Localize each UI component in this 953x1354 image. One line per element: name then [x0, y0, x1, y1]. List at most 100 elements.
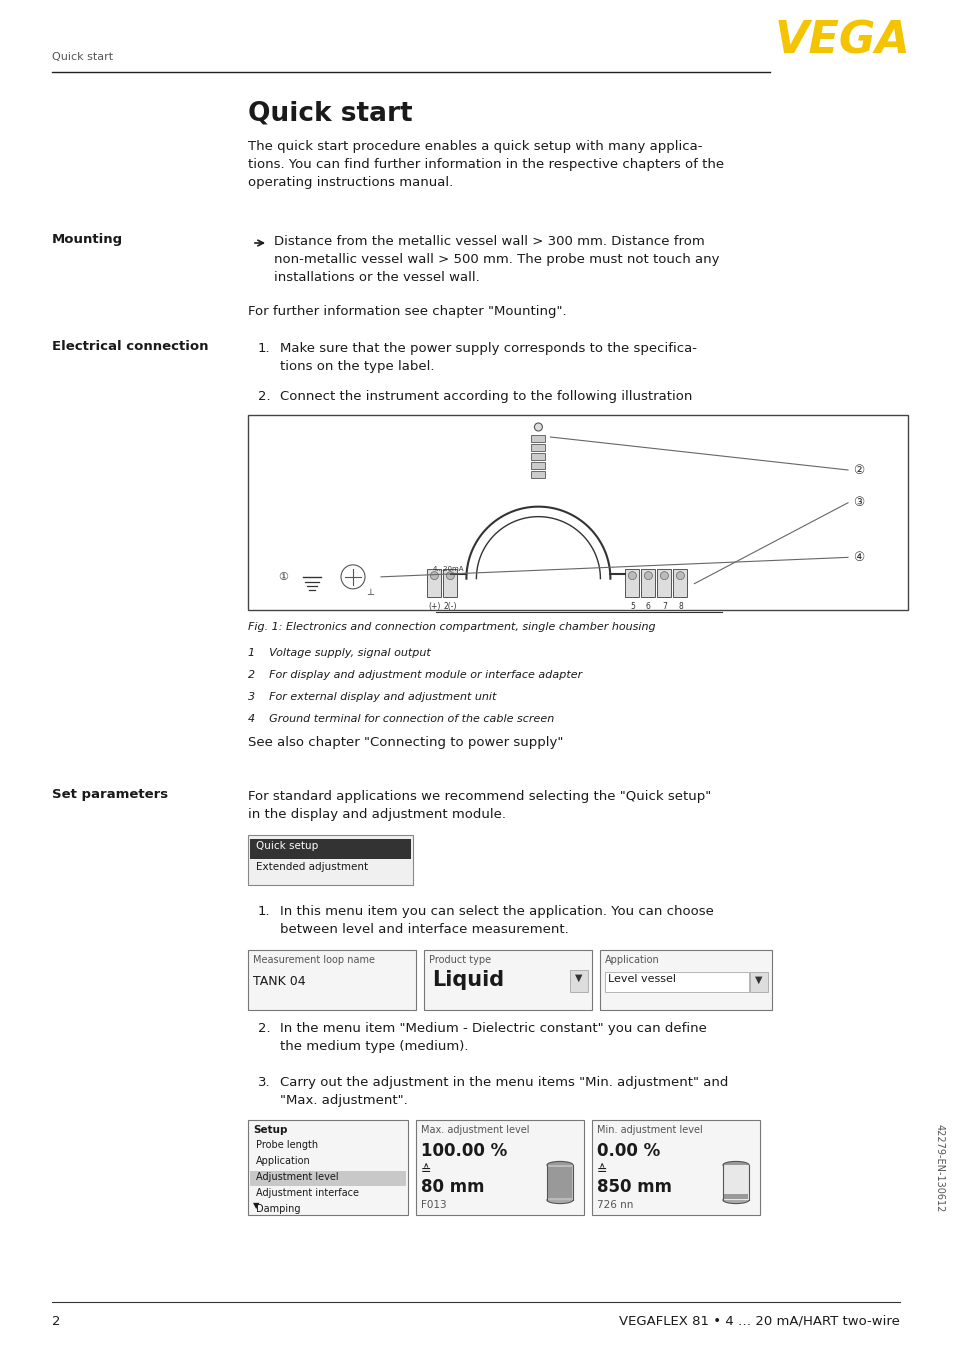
Text: Setup: Setup [253, 1125, 287, 1135]
Text: 42279-EN-130612: 42279-EN-130612 [934, 1124, 944, 1212]
Text: (+): (+) [428, 601, 440, 611]
Bar [250, 1171, 406, 1186]
Bar [531, 435, 545, 441]
Bar [248, 951, 416, 1010]
Ellipse shape [546, 1197, 573, 1204]
Bar [443, 569, 456, 597]
Circle shape [340, 565, 365, 589]
Bar [625, 569, 639, 597]
Text: Max. adjustment level: Max. adjustment level [420, 1125, 529, 1135]
Text: Carry out the adjustment in the menu items "Min. adjustment" and
"Max. adjustmen: Carry out the adjustment in the menu ite… [280, 1076, 727, 1108]
Text: 3    For external display and adjustment unit: 3 For external display and adjustment un… [248, 692, 496, 701]
Text: Mounting: Mounting [52, 233, 123, 246]
Text: Measurement loop name: Measurement loop name [253, 955, 375, 965]
Circle shape [676, 571, 683, 580]
Text: Level vessel: Level vessel [607, 974, 676, 984]
Bar [592, 1120, 760, 1215]
Text: Quick start: Quick start [52, 51, 113, 62]
Bar [531, 444, 545, 451]
Text: TANK 04: TANK 04 [253, 975, 305, 988]
Text: Connect the instrument according to the following illustration: Connect the instrument according to the … [280, 390, 692, 403]
Text: Adjustment level: Adjustment level [255, 1173, 338, 1182]
Text: ▼: ▼ [253, 1201, 259, 1210]
Text: 1    Voltage supply, signal output: 1 Voltage supply, signal output [248, 649, 431, 658]
Circle shape [628, 571, 636, 580]
Text: The quick start procedure enables a quick setup with many applica-
tions. You ca: The quick start procedure enables a quic… [248, 139, 723, 190]
Ellipse shape [722, 1162, 748, 1169]
Text: For further information see chapter "Mounting".: For further information see chapter "Mou… [248, 305, 566, 318]
Bar [531, 471, 545, 478]
Text: Fig. 1: Electronics and connection compartment, single chamber housing: Fig. 1: Electronics and connection compa… [248, 621, 655, 632]
Text: 2.: 2. [257, 1022, 271, 1034]
Text: Quick start: Quick start [248, 100, 413, 126]
Text: ≙: ≙ [597, 1164, 607, 1177]
Text: VEGA: VEGA [773, 19, 909, 62]
Bar [749, 972, 767, 992]
Text: Quick setup: Quick setup [255, 841, 318, 852]
Text: 2: 2 [52, 1315, 60, 1328]
Circle shape [534, 422, 542, 431]
Text: 6: 6 [645, 601, 650, 611]
Text: Adjustment interface: Adjustment interface [255, 1187, 358, 1198]
Text: 1.: 1. [257, 343, 271, 355]
Bar [569, 969, 587, 992]
Text: Product type: Product type [429, 955, 491, 965]
Text: 5: 5 [629, 601, 634, 611]
Bar [722, 1164, 748, 1200]
Bar [673, 569, 687, 597]
Text: 2    For display and adjustment module or interface adapter: 2 For display and adjustment module or i… [248, 670, 581, 680]
Bar [531, 454, 545, 460]
Text: 1.: 1. [257, 904, 271, 918]
Text: Electrical connection: Electrical connection [52, 340, 209, 353]
Bar [427, 569, 441, 597]
Text: 7: 7 [661, 601, 666, 611]
Text: Make sure that the power supply corresponds to the specifica-
tions on the type : Make sure that the power supply correspo… [280, 343, 697, 372]
Text: For standard applications we recommend selecting the "Quick setup"
in the displa: For standard applications we recommend s… [248, 789, 711, 821]
Circle shape [659, 571, 668, 580]
Bar [416, 1120, 583, 1215]
Text: Damping: Damping [255, 1204, 300, 1215]
Text: ▼: ▼ [755, 975, 762, 984]
Bar [531, 462, 545, 468]
Bar [250, 839, 411, 858]
Text: In the menu item "Medium - Dielectric constant" you can define
the medium type (: In the menu item "Medium - Dielectric co… [280, 1022, 706, 1053]
Circle shape [643, 571, 652, 580]
Text: F013: F013 [420, 1200, 446, 1210]
Text: 4...20mA: 4...20mA [433, 566, 464, 571]
Text: Application: Application [604, 955, 659, 965]
Text: VEGAFLEX 81 • 4 … 20 mA/HART two-wire: VEGAFLEX 81 • 4 … 20 mA/HART two-wire [618, 1315, 899, 1328]
Text: ②: ② [852, 463, 863, 477]
Text: See also chapter "Connecting to power supply": See also chapter "Connecting to power su… [248, 737, 563, 749]
Text: ③: ③ [852, 497, 863, 509]
Bar [547, 1167, 572, 1198]
Text: Probe length: Probe length [255, 1140, 317, 1150]
Text: 100.00 %: 100.00 % [420, 1141, 507, 1160]
Text: In this menu item you can select the application. You can choose
between level a: In this menu item you can select the app… [280, 904, 713, 936]
Bar [248, 414, 907, 611]
Text: Min. adjustment level: Min. adjustment level [597, 1125, 702, 1135]
Text: 2(-): 2(-) [443, 601, 456, 611]
Text: Liquid: Liquid [432, 969, 503, 990]
Text: Distance from the metallic vessel wall > 300 mm. Distance from
non-metallic vess: Distance from the metallic vessel wall >… [274, 236, 719, 284]
Circle shape [446, 571, 454, 580]
Text: 4    Ground terminal for connection of the cable screen: 4 Ground terminal for connection of the … [248, 714, 554, 724]
Bar [599, 951, 771, 1010]
Text: 3.: 3. [257, 1076, 271, 1089]
Text: ≙: ≙ [420, 1164, 431, 1177]
Bar [640, 569, 655, 597]
Text: ④: ④ [852, 551, 863, 563]
Text: 850 mm: 850 mm [597, 1178, 671, 1196]
Text: Application: Application [255, 1156, 311, 1166]
Text: 80 mm: 80 mm [420, 1178, 484, 1196]
Bar [722, 1194, 748, 1200]
Bar [546, 1164, 573, 1200]
Bar [657, 569, 671, 597]
Bar [604, 972, 748, 992]
Text: 8: 8 [678, 601, 682, 611]
Ellipse shape [546, 1162, 573, 1169]
Ellipse shape [722, 1197, 748, 1204]
Bar [248, 1120, 408, 1215]
Text: Extended adjustment: Extended adjustment [255, 862, 368, 872]
Text: 2.: 2. [257, 390, 271, 403]
Bar [423, 951, 592, 1010]
